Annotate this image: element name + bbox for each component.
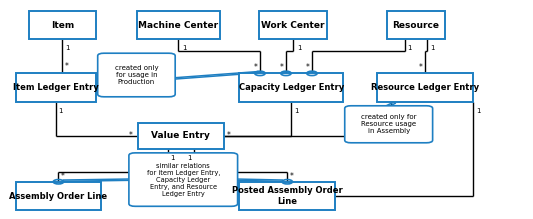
Text: similar relations
for item Ledger Entry,
Capacity Ledger
Entry, and Resource
Led: similar relations for item Ledger Entry,… bbox=[147, 162, 220, 197]
Text: Work Center: Work Center bbox=[262, 21, 325, 30]
Text: Value Entry: Value Entry bbox=[151, 131, 210, 140]
Text: Capacity Ledger Entry: Capacity Ledger Entry bbox=[239, 83, 344, 92]
Text: Item Ledger Entry: Item Ledger Entry bbox=[13, 83, 99, 92]
Text: *: * bbox=[254, 63, 257, 72]
FancyBboxPatch shape bbox=[387, 11, 445, 39]
Text: 1: 1 bbox=[297, 45, 301, 51]
Text: *: * bbox=[61, 172, 65, 181]
FancyBboxPatch shape bbox=[138, 123, 223, 149]
Text: 1: 1 bbox=[170, 155, 175, 161]
FancyBboxPatch shape bbox=[129, 153, 238, 206]
FancyBboxPatch shape bbox=[15, 182, 101, 210]
FancyBboxPatch shape bbox=[239, 73, 343, 102]
Text: *: * bbox=[65, 62, 69, 71]
Text: Resource Ledger Entry: Resource Ledger Entry bbox=[371, 83, 479, 92]
FancyBboxPatch shape bbox=[239, 182, 335, 210]
Text: 1: 1 bbox=[407, 45, 411, 51]
FancyBboxPatch shape bbox=[98, 53, 175, 97]
Text: 1: 1 bbox=[59, 108, 63, 114]
Text: *: * bbox=[419, 63, 423, 72]
Text: Posted Assembly Order
Line: Posted Assembly Order Line bbox=[232, 186, 343, 206]
Text: 1: 1 bbox=[294, 108, 298, 114]
FancyBboxPatch shape bbox=[136, 11, 220, 39]
Text: 1: 1 bbox=[476, 108, 480, 114]
Text: 1: 1 bbox=[188, 155, 192, 161]
Text: *: * bbox=[290, 172, 294, 181]
FancyBboxPatch shape bbox=[377, 73, 473, 102]
Text: *: * bbox=[227, 131, 231, 140]
Text: *: * bbox=[128, 131, 132, 140]
FancyBboxPatch shape bbox=[29, 11, 96, 39]
Text: created only for
Resource usage
in Assembly: created only for Resource usage in Assem… bbox=[361, 114, 416, 134]
Text: *: * bbox=[306, 63, 310, 72]
Text: created only
for usage in
Production: created only for usage in Production bbox=[115, 65, 158, 85]
Text: Item: Item bbox=[51, 21, 74, 30]
Text: Resource: Resource bbox=[392, 21, 440, 30]
FancyBboxPatch shape bbox=[260, 11, 327, 39]
FancyBboxPatch shape bbox=[345, 106, 433, 143]
Text: *: * bbox=[280, 63, 284, 72]
Text: Assembly Order Line: Assembly Order Line bbox=[10, 191, 108, 201]
Text: Machine Center: Machine Center bbox=[138, 21, 219, 30]
Text: 1: 1 bbox=[182, 45, 187, 51]
Text: 1: 1 bbox=[65, 45, 69, 51]
FancyBboxPatch shape bbox=[15, 73, 96, 102]
Text: 1: 1 bbox=[430, 45, 434, 51]
